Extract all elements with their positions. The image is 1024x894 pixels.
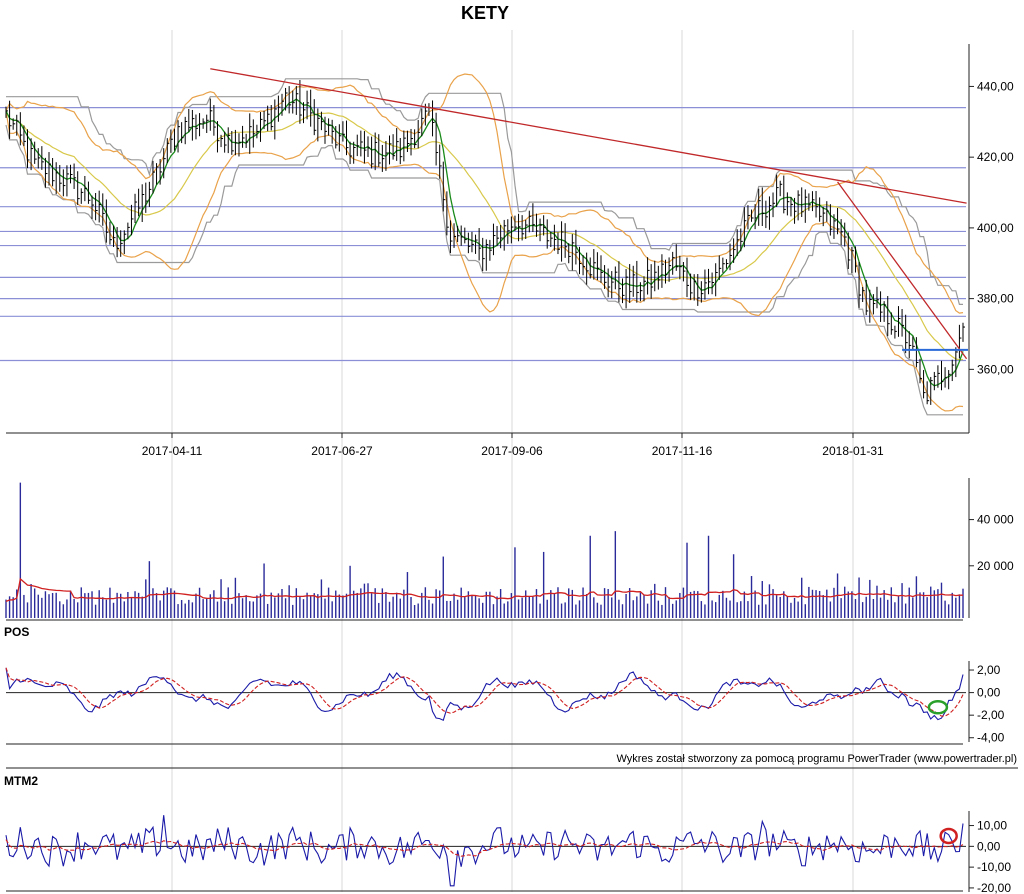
volume-moving-average — [5, 577, 964, 603]
x-tick-label: 2017-06-27 — [311, 444, 373, 458]
y-tick-label: 10,00 — [977, 819, 1007, 833]
mtm2-line — [5, 815, 964, 887]
x-tick-label: 2018-01-31 — [822, 444, 884, 458]
mtm2-highlight-circle — [939, 827, 958, 845]
y-tick-label: 40 000 — [977, 513, 1014, 527]
bollinger-lower — [5, 110, 964, 412]
pos-label: POS — [4, 625, 29, 639]
y-tick-label: 420,00 — [977, 150, 1014, 164]
bollinger-upper — [5, 73, 964, 314]
y-tick-label: 20 000 — [977, 559, 1014, 573]
y-tick-label: 400,00 — [977, 221, 1014, 235]
pos-panel: 2,00 0,00 -2,00 -4,00 — [5, 661, 1005, 745]
x-tick-label: 2017-09-06 — [481, 444, 543, 458]
y-tick-label: 440,00 — [977, 79, 1014, 93]
y-tick-label: 380,00 — [977, 292, 1014, 306]
y-tick-label: 0,00 — [977, 839, 1001, 853]
volume-panel: 40 000 20 000 — [5, 478, 1014, 618]
price-panel: 440,00 420,00 400,00 380,00 360,00 — [0, 44, 1014, 433]
x-tick-label: 2017-04-11 — [142, 444, 203, 458]
mtm2-signal-line — [5, 839, 964, 857]
price-channel-lower — [5, 124, 963, 416]
mtm2-label: MTM2 — [4, 774, 38, 788]
trend-line — [837, 181, 968, 360]
moving-average-long — [5, 110, 964, 361]
pos-signal-line — [5, 667, 964, 717]
x-tick-label: 2017-11-16 — [652, 444, 713, 458]
footer-credit: Wykres został stworzony za pomocą progra… — [616, 753, 1017, 765]
y-tick-label: -20,00 — [977, 881, 1011, 894]
pos-highlight-circle — [927, 700, 949, 715]
price-channel-upper — [6, 78, 963, 305]
y-tick-label: 2,00 — [977, 663, 1001, 677]
y-tick-label: 360,00 — [977, 362, 1014, 376]
y-tick-label: -10,00 — [977, 860, 1011, 874]
chart-title: KETY — [461, 3, 509, 23]
y-tick-label: -4,00 — [977, 731, 1005, 745]
y-tick-label: 0,00 — [977, 686, 1001, 700]
y-tick-label: -2,00 — [977, 708, 1005, 722]
mtm2-panel: 10,00 0,00 -10,00 -20,00 — [5, 811, 1011, 894]
trend-line — [210, 68, 967, 204]
moving-average-short — [5, 98, 964, 387]
pos-line — [5, 667, 964, 721]
grid: 2017-04-11 2017-06-27 2017-09-06 2017-11-16… — [6, 30, 1018, 892]
